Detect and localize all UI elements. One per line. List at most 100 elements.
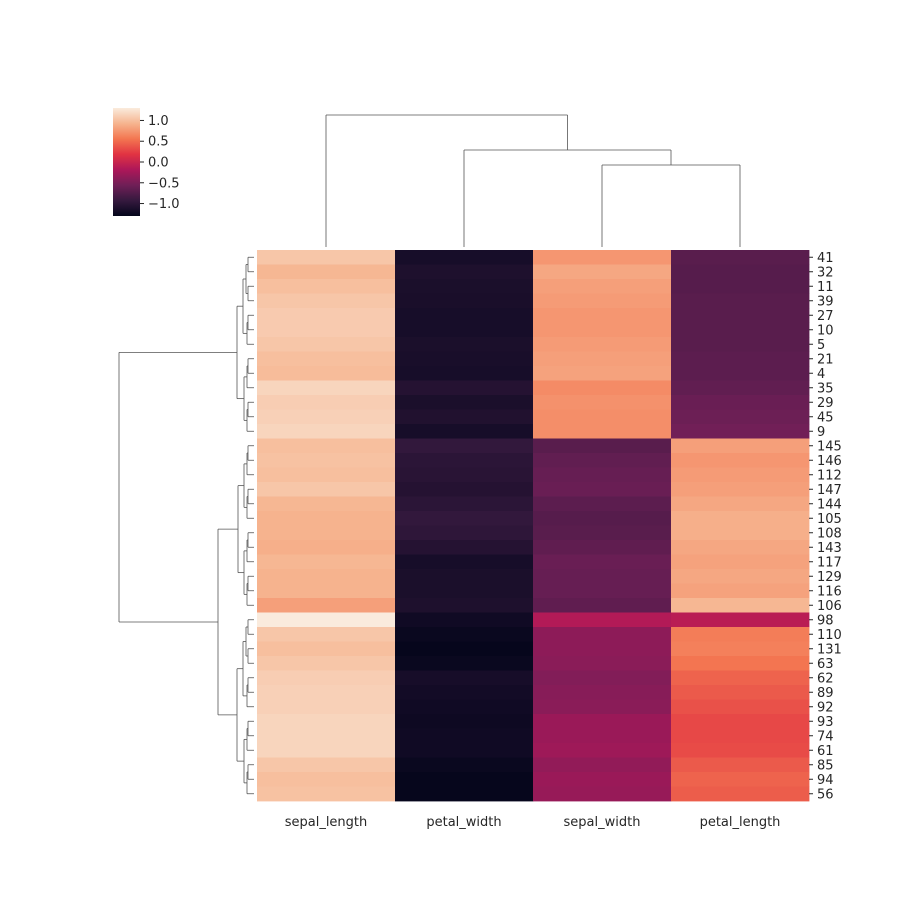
heatmap-cell bbox=[533, 583, 672, 599]
heatmap-cell bbox=[395, 395, 534, 410]
row-tick-labels: 4132113927105214352945914514611214714410… bbox=[809, 251, 842, 802]
heatmap-cell bbox=[671, 366, 810, 381]
heatmap-cell bbox=[671, 743, 810, 758]
heatmap-cell bbox=[533, 424, 672, 439]
heatmap-cell bbox=[395, 772, 534, 787]
column-label: petal_width bbox=[426, 815, 501, 830]
heatmap-cell bbox=[257, 670, 396, 686]
heatmap-cell bbox=[395, 685, 534, 700]
heatmap-cell bbox=[671, 656, 810, 671]
heatmap-cell bbox=[395, 496, 534, 512]
heatmap-cell bbox=[671, 308, 810, 323]
heatmap-cell bbox=[395, 757, 534, 773]
row-tick-label: 4 bbox=[817, 367, 825, 382]
heatmap-cell bbox=[395, 641, 534, 657]
heatmap-cell bbox=[257, 250, 396, 265]
heatmap-cell bbox=[257, 322, 396, 338]
heatmap-cell bbox=[671, 612, 810, 628]
row-tick-label: 94 bbox=[817, 773, 834, 788]
heatmap-cell bbox=[533, 540, 672, 555]
heatmap-cell bbox=[395, 554, 534, 570]
heatmap-cell bbox=[533, 511, 672, 526]
column-label: petal_length bbox=[700, 815, 781, 830]
heatmap-cell bbox=[671, 540, 810, 555]
heatmap-cell bbox=[395, 482, 534, 497]
row-tick-label: 39 bbox=[817, 294, 834, 309]
heatmap-cell bbox=[671, 351, 810, 367]
heatmap-cell bbox=[671, 409, 810, 425]
row-tick-label: 89 bbox=[817, 686, 834, 701]
heatmap-cell bbox=[671, 670, 810, 686]
heatmap-cell bbox=[671, 685, 810, 700]
heatmap-cell bbox=[671, 511, 810, 526]
row-tick-label: 106 bbox=[817, 599, 842, 614]
heatmap-cell bbox=[395, 540, 534, 555]
row-tick-label: 61 bbox=[817, 744, 834, 759]
row-tick-label: 85 bbox=[817, 758, 834, 773]
heatmap-cell bbox=[395, 728, 534, 744]
heatmap-cell bbox=[395, 250, 534, 265]
row-tick-label: 146 bbox=[817, 454, 842, 469]
row-tick-label: 62 bbox=[817, 671, 834, 686]
row-tick-label: 117 bbox=[817, 555, 842, 570]
heatmap-cell bbox=[257, 511, 396, 526]
heatmap-cell bbox=[671, 250, 810, 265]
heatmap-cell bbox=[395, 627, 534, 642]
heatmap-cell bbox=[395, 511, 534, 526]
row-tick-label: 63 bbox=[817, 657, 834, 672]
heatmap-cell bbox=[257, 380, 396, 396]
heatmap-cell bbox=[395, 279, 534, 294]
heatmap-cell bbox=[671, 598, 810, 613]
heatmap-cell bbox=[257, 496, 396, 512]
heatmap-cell bbox=[257, 656, 396, 671]
heatmap-cell bbox=[257, 351, 396, 367]
heatmap-cell bbox=[533, 728, 672, 744]
heatmap-cell bbox=[533, 322, 672, 338]
heatmap-cell bbox=[533, 656, 672, 671]
heatmap-cell bbox=[395, 438, 534, 454]
row-tick-label: 45 bbox=[817, 410, 834, 425]
heatmap-cell bbox=[533, 670, 672, 686]
row-tick-label: 32 bbox=[817, 265, 834, 280]
heatmap-cell bbox=[533, 467, 672, 483]
heatmap-cell bbox=[395, 467, 534, 483]
heatmap-cell bbox=[533, 438, 672, 454]
heatmap-cell bbox=[671, 424, 810, 439]
heatmap-cell bbox=[533, 366, 672, 381]
row-tick-label: 108 bbox=[817, 526, 842, 541]
heatmap-cell bbox=[671, 714, 810, 729]
column-dendrogram bbox=[325, 114, 741, 247]
heatmap-cell bbox=[533, 279, 672, 294]
heatmap-cell bbox=[257, 627, 396, 642]
heatmap-cell bbox=[395, 337, 534, 352]
heatmap-cell bbox=[257, 395, 396, 410]
row-tick-label: 41 bbox=[817, 251, 834, 266]
heatmap-cell bbox=[671, 583, 810, 599]
heatmap-cell bbox=[395, 308, 534, 323]
row-tick-label: 9 bbox=[817, 425, 825, 440]
heatmap-cell bbox=[671, 627, 810, 642]
heatmap-cell bbox=[533, 641, 672, 657]
row-tick-label: 147 bbox=[817, 483, 842, 498]
heatmap-cell bbox=[533, 612, 672, 628]
heatmap-cell bbox=[257, 743, 396, 758]
colorbar-tick-label: 0.5 bbox=[148, 135, 169, 150]
heatmap-cell bbox=[395, 656, 534, 671]
row-tick-label: 56 bbox=[817, 787, 834, 802]
heatmap-cell bbox=[395, 424, 534, 439]
column-label: sepal_length bbox=[285, 815, 368, 830]
heatmap-cell bbox=[257, 554, 396, 570]
heatmap-cell bbox=[257, 685, 396, 700]
row-tick-label: 112 bbox=[817, 468, 842, 483]
heatmap-cell bbox=[257, 424, 396, 439]
heatmap-cell bbox=[257, 612, 396, 628]
heatmap-cell bbox=[257, 714, 396, 729]
heatmap-cell bbox=[257, 264, 396, 280]
heatmap-cell bbox=[671, 772, 810, 787]
heatmap-cell bbox=[533, 293, 672, 309]
heatmap-cell bbox=[533, 627, 672, 642]
heatmap-cell bbox=[395, 351, 534, 367]
heatmap-cell bbox=[257, 540, 396, 555]
heatmap-cell bbox=[395, 569, 534, 584]
row-tick-label: 145 bbox=[817, 439, 842, 454]
